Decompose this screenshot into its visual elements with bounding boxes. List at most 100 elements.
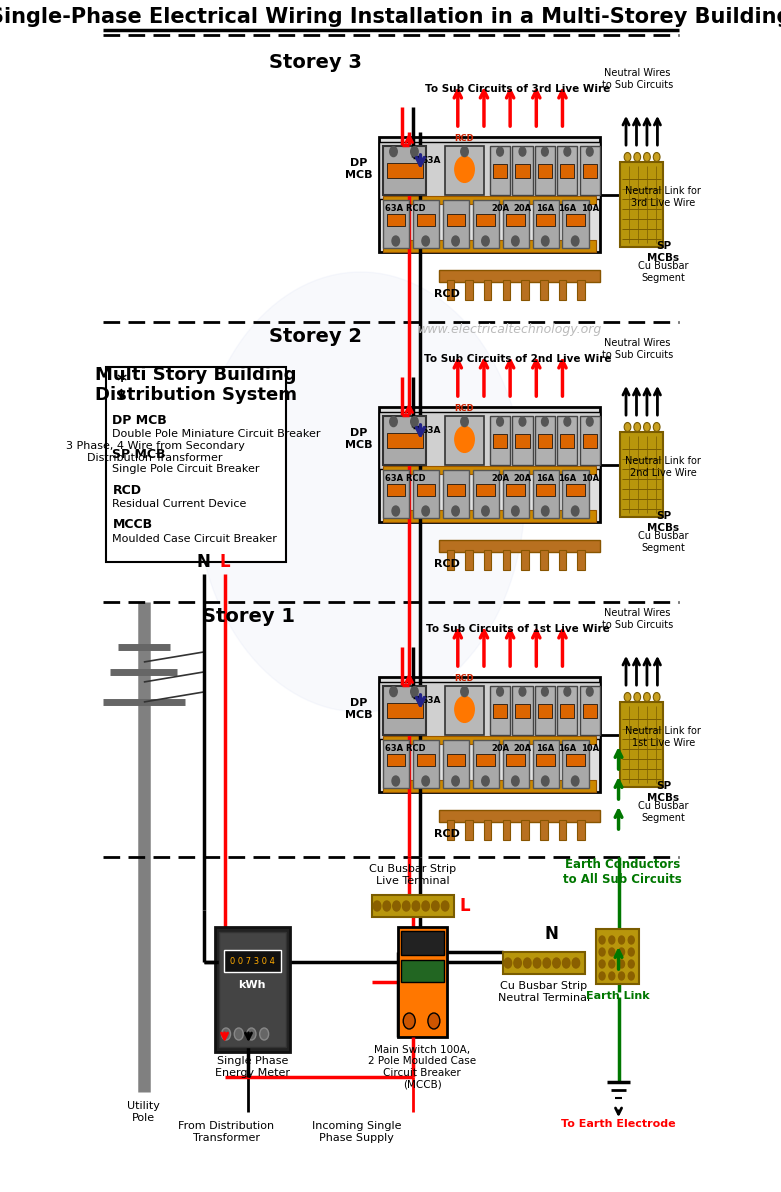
Bar bbox=[535, 416, 555, 465]
Bar bbox=[540, 280, 547, 300]
Bar bbox=[473, 740, 499, 788]
Bar bbox=[512, 416, 533, 465]
Bar bbox=[445, 685, 484, 735]
Circle shape bbox=[609, 936, 615, 944]
Circle shape bbox=[383, 901, 390, 911]
Text: 16A: 16A bbox=[536, 473, 554, 483]
Bar bbox=[562, 470, 589, 519]
Text: From Distribution
Transformer: From Distribution Transformer bbox=[178, 1122, 274, 1143]
Circle shape bbox=[599, 948, 605, 956]
Text: www.electricaltechnology.org: www.electricaltechnology.org bbox=[418, 323, 602, 336]
Bar bbox=[533, 470, 558, 519]
Bar bbox=[620, 702, 663, 787]
Circle shape bbox=[634, 153, 640, 161]
Text: 3 Phase, 4 Wire from Secondary
Distribution Transformer: 3 Phase, 4 Wire from Secondary Distribut… bbox=[66, 441, 244, 462]
Circle shape bbox=[541, 417, 548, 426]
Text: L: L bbox=[459, 898, 470, 915]
Bar bbox=[383, 470, 409, 519]
Bar bbox=[484, 550, 491, 570]
Bar bbox=[387, 703, 423, 718]
Bar bbox=[413, 470, 439, 519]
Circle shape bbox=[628, 948, 634, 956]
Text: DP MCB: DP MCB bbox=[112, 414, 167, 427]
Text: RCD: RCD bbox=[455, 404, 474, 414]
Circle shape bbox=[644, 422, 651, 432]
Text: L: L bbox=[219, 553, 230, 571]
Bar bbox=[383, 200, 409, 248]
Bar bbox=[562, 200, 589, 248]
Bar bbox=[490, 145, 510, 195]
Bar bbox=[413, 740, 439, 788]
Text: 20A: 20A bbox=[491, 204, 509, 212]
Circle shape bbox=[572, 776, 579, 786]
Bar bbox=[484, 820, 491, 840]
Bar bbox=[443, 200, 469, 248]
Bar bbox=[506, 215, 525, 226]
Circle shape bbox=[519, 417, 526, 426]
Circle shape bbox=[541, 776, 549, 786]
Bar bbox=[535, 145, 555, 195]
Bar bbox=[473, 470, 499, 519]
Circle shape bbox=[644, 693, 651, 702]
Bar bbox=[560, 434, 575, 448]
Text: DP
MCB: DP MCB bbox=[344, 699, 372, 720]
Circle shape bbox=[482, 776, 489, 786]
Bar bbox=[580, 145, 600, 195]
Bar bbox=[620, 162, 663, 247]
Bar bbox=[580, 416, 600, 465]
Text: N: N bbox=[197, 553, 211, 571]
Bar bbox=[383, 737, 596, 744]
Text: 16A: 16A bbox=[558, 744, 576, 752]
Bar bbox=[443, 740, 469, 788]
Bar bbox=[577, 820, 585, 840]
Circle shape bbox=[392, 505, 400, 516]
Bar bbox=[583, 164, 597, 178]
Bar bbox=[447, 755, 465, 766]
Bar bbox=[540, 820, 547, 840]
Bar bbox=[558, 820, 566, 840]
Circle shape bbox=[599, 960, 605, 968]
Bar bbox=[383, 780, 596, 791]
Bar bbox=[535, 685, 555, 735]
Text: Storey 3: Storey 3 bbox=[269, 52, 362, 72]
Bar bbox=[537, 215, 555, 226]
Bar bbox=[465, 280, 473, 300]
Text: Main Switch 100A,
2 Pole Moulded Case
Circuit Breaker
(MCCB): Main Switch 100A, 2 Pole Moulded Case Ci… bbox=[368, 1044, 476, 1089]
Bar bbox=[473, 200, 499, 248]
Bar bbox=[515, 164, 530, 178]
Bar bbox=[383, 197, 596, 204]
Text: 20A: 20A bbox=[491, 473, 509, 483]
Bar bbox=[580, 685, 600, 735]
Bar bbox=[387, 755, 405, 766]
Circle shape bbox=[587, 417, 593, 426]
Circle shape bbox=[422, 901, 430, 911]
Text: 63A RCD: 63A RCD bbox=[385, 744, 426, 752]
Circle shape bbox=[644, 153, 651, 161]
Text: DP
MCB: DP MCB bbox=[344, 428, 372, 451]
Text: 63A RCD: 63A RCD bbox=[385, 473, 426, 483]
Circle shape bbox=[432, 901, 439, 911]
Circle shape bbox=[422, 776, 430, 786]
Bar bbox=[503, 470, 529, 519]
Circle shape bbox=[624, 153, 631, 161]
Bar bbox=[387, 163, 423, 178]
Circle shape bbox=[482, 505, 489, 516]
Bar bbox=[566, 484, 585, 496]
Text: SP
MCBs: SP MCBs bbox=[647, 241, 679, 262]
Text: Earth Link: Earth Link bbox=[586, 991, 650, 1001]
Bar bbox=[506, 484, 525, 496]
Bar bbox=[387, 433, 423, 448]
Circle shape bbox=[541, 236, 549, 246]
Text: Moulded Case Circuit Breaker: Moulded Case Circuit Breaker bbox=[112, 534, 277, 544]
Bar bbox=[537, 484, 555, 496]
Bar bbox=[465, 550, 473, 570]
Bar bbox=[538, 434, 552, 448]
Bar bbox=[413, 200, 439, 248]
Circle shape bbox=[196, 272, 525, 712]
Bar bbox=[484, 280, 491, 300]
Circle shape bbox=[455, 696, 474, 722]
Circle shape bbox=[455, 156, 474, 182]
Bar bbox=[380, 677, 600, 791]
Circle shape bbox=[634, 693, 640, 702]
Bar bbox=[383, 740, 409, 788]
